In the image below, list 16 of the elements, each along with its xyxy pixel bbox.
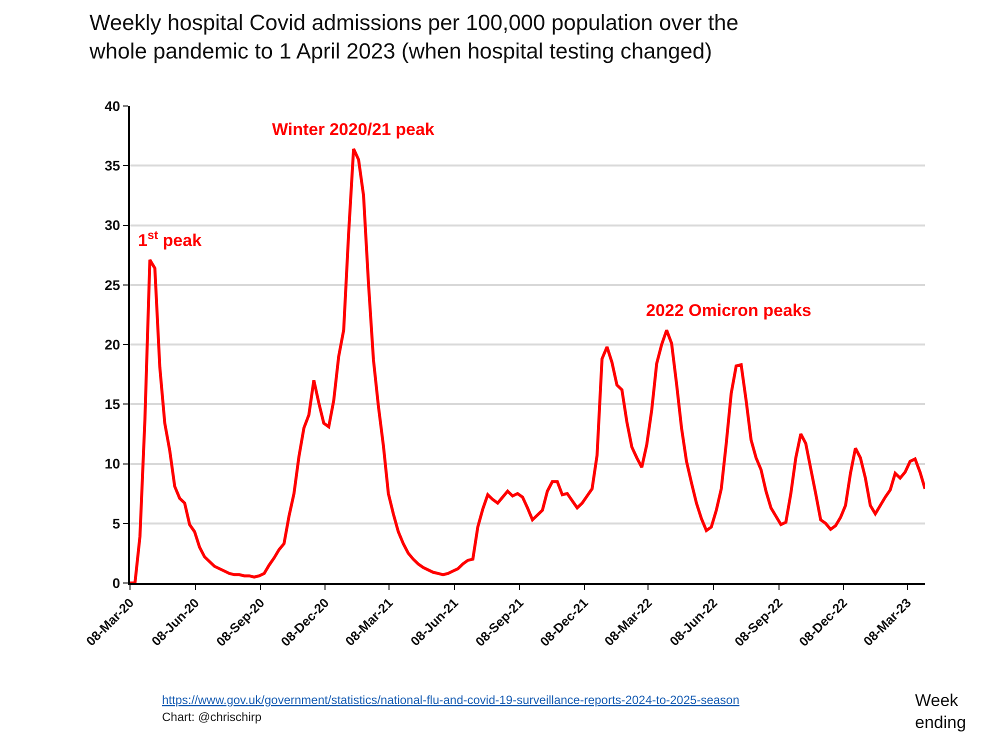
y-tick-label: 10: [104, 456, 120, 472]
y-tick-label: 25: [104, 276, 120, 293]
text: Chart: @chrischirp: [162, 710, 262, 724]
y-tick-label: 0: [112, 574, 120, 591]
y-tick-label: 35: [104, 158, 120, 174]
annotation: 1$^{st}$ peak: [138, 228, 202, 250]
y-tick-label: 5: [112, 515, 120, 532]
text: https://www.gov.uk/government/statistics/national-flu-and-covid-19-surveillance-reports-2024-to-2025-season: [162, 693, 740, 707]
y-tick-label: 30: [104, 217, 120, 234]
y-tick-label: 20: [104, 336, 120, 352]
y-tick-label: 15: [104, 396, 120, 412]
chart-title: Weekly hospital Covid admissions per 100,000 population over the whole pandemic to 1 April 2023 (when hospital testing changed): [88, 10, 739, 64]
y-tick-label: 40: [104, 98, 120, 114]
annotation: 2022 Omicron peaks: [646, 301, 812, 320]
annotation: Winter 2020/21 peak: [272, 120, 435, 139]
x-axis-title: Week ending: [915, 691, 966, 732]
